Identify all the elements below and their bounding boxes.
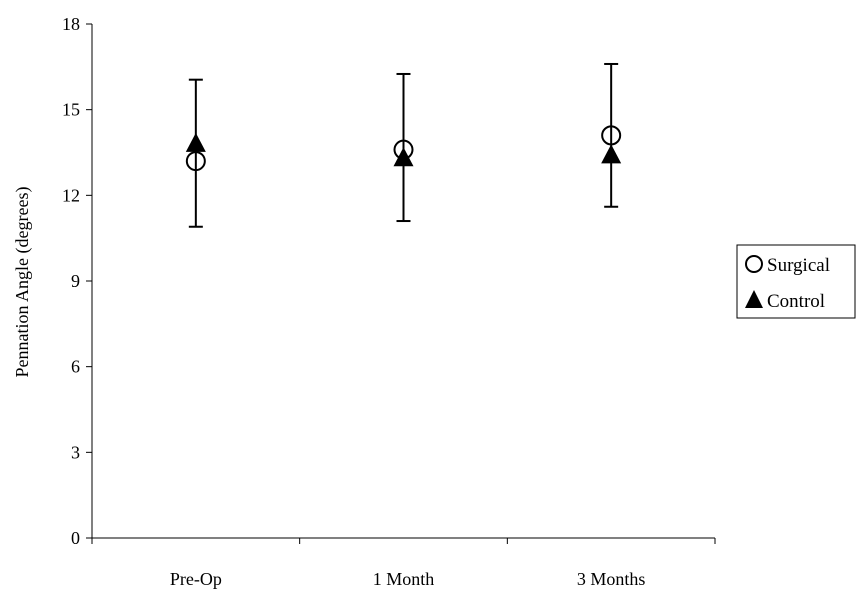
legend-surgical-label: Surgical	[767, 255, 830, 276]
legend-control-label: Control	[767, 291, 825, 312]
x-tick-label: Pre-Op	[170, 569, 222, 589]
control-point	[393, 147, 414, 167]
legend: Surgical Control	[736, 244, 856, 319]
y-tick-label: 6	[71, 357, 80, 377]
y-tick-label: 18	[62, 14, 80, 34]
control-point	[185, 132, 206, 152]
y-axis-ticks: 0 3 6 9 12 15 18	[62, 14, 92, 548]
surgical-point	[601, 125, 622, 146]
data-markers	[185, 125, 622, 172]
y-tick-label: 3	[71, 442, 80, 462]
x-axis-ticks: Pre-Op 1 Month 3 Months	[91, 538, 716, 589]
legend-surgical-marker	[745, 255, 763, 273]
error-bars	[188, 62, 619, 228]
y-tick-label: 15	[62, 100, 80, 120]
x-tick-label: 1 Month	[373, 569, 435, 589]
legend-control-marker	[745, 290, 763, 308]
x-tick-label: 3 Months	[577, 569, 646, 589]
y-tick-label: 9	[71, 271, 80, 291]
surgical-point	[393, 139, 414, 160]
control-point	[601, 144, 622, 164]
y-axis-label: Pennation Angle (degrees)	[12, 187, 33, 378]
surgical-point	[185, 151, 206, 172]
y-tick-label: 0	[71, 528, 80, 548]
y-tick-label: 12	[62, 185, 80, 205]
